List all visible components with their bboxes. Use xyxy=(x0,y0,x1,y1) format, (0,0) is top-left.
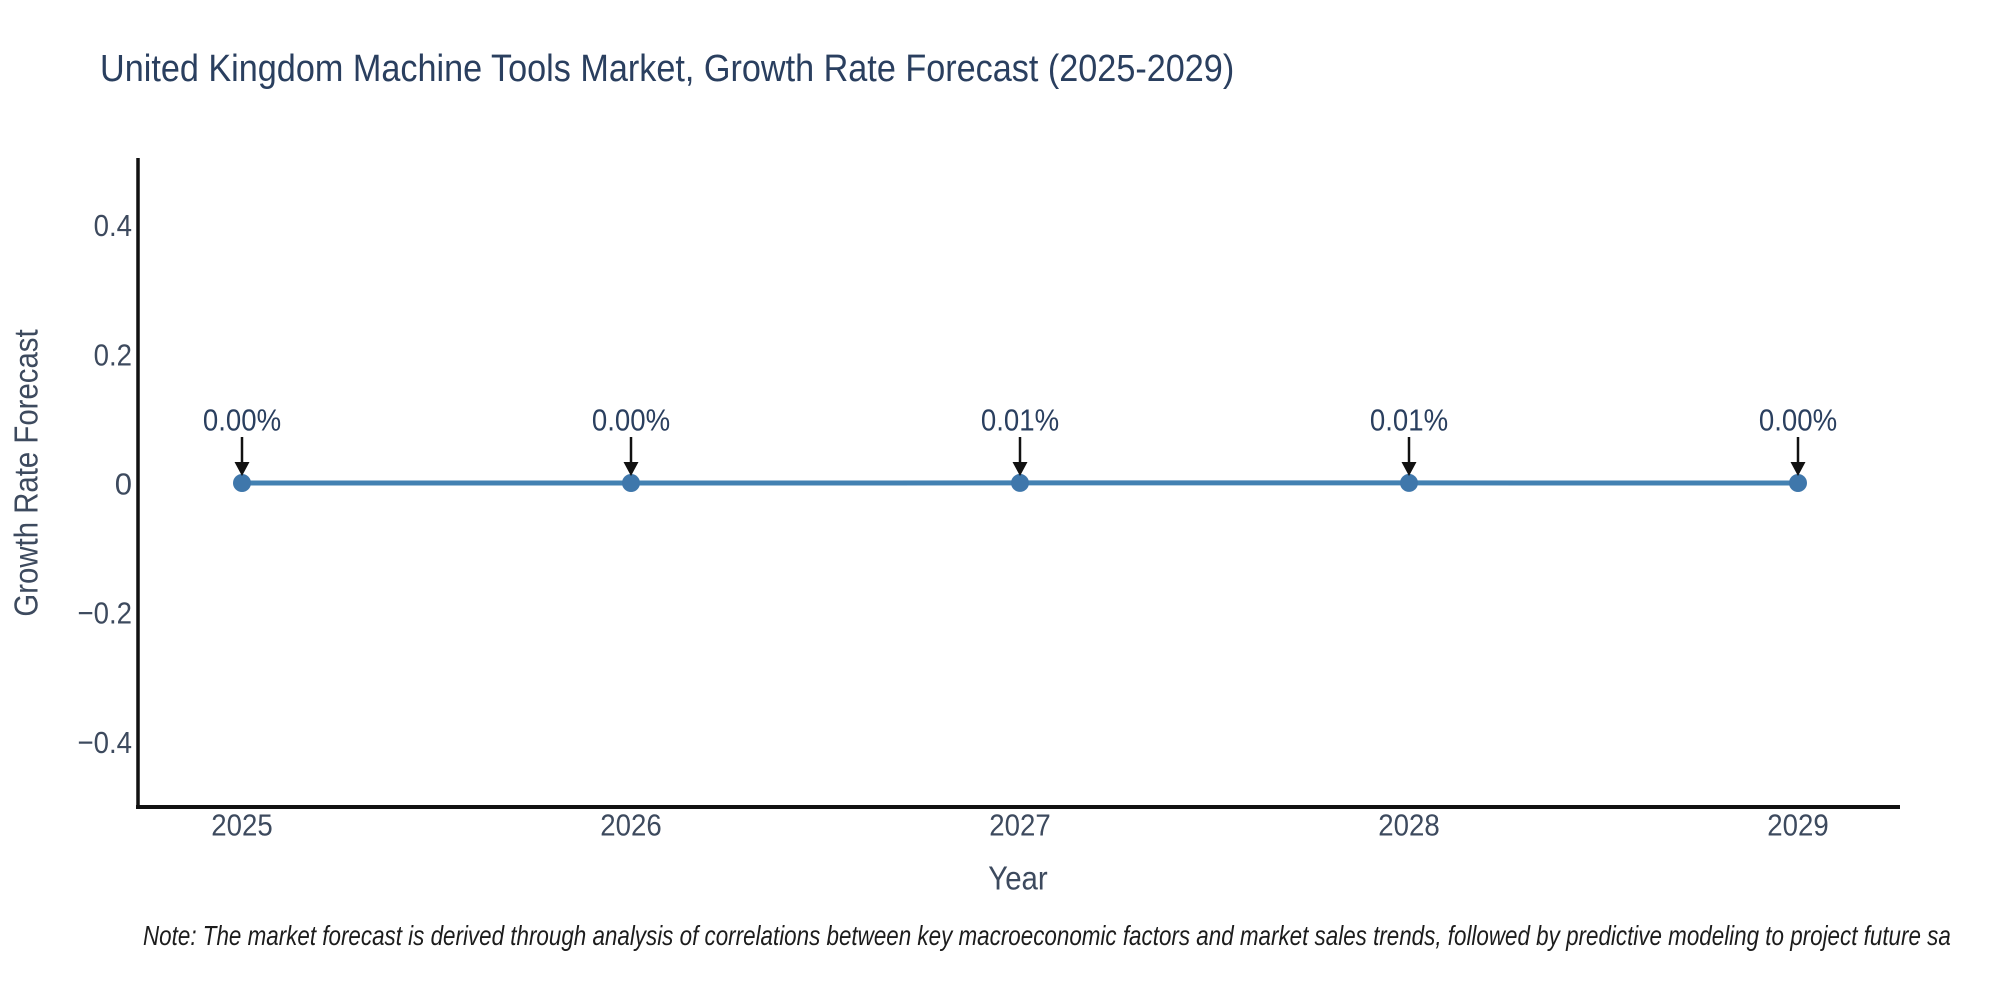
data-point-marker xyxy=(1789,474,1807,492)
x-tick-label: 2026 xyxy=(600,808,661,843)
data-point-marker xyxy=(233,474,251,492)
data-point-marker xyxy=(1011,473,1029,492)
x-tick-label: 2029 xyxy=(1767,808,1828,843)
annotation-arrow-head xyxy=(1790,462,1806,476)
annotation-label: 0.01% xyxy=(1370,403,1448,438)
chart-title: United Kingdom Machine Tools Market, Gro… xyxy=(100,48,1235,90)
x-axis-title: Year xyxy=(988,860,1047,897)
y-axis-title: Growth Rate Forecast xyxy=(8,329,45,616)
y-tick-label: −0.2 xyxy=(78,596,133,631)
y-tick-label: 0.2 xyxy=(94,337,132,372)
y-tick-label: 0 xyxy=(115,467,132,502)
data-point-marker xyxy=(1400,473,1418,492)
annotation-label: 0.00% xyxy=(1759,403,1837,438)
annotation-label: 0.00% xyxy=(592,403,670,438)
annotation-arrow-head xyxy=(1401,462,1417,476)
chart-footnote: Note: The market forecast is derived thr… xyxy=(143,920,1951,951)
x-tick-label: 2025 xyxy=(211,808,272,843)
annotation-label: 0.01% xyxy=(981,403,1059,438)
data-point-marker xyxy=(622,474,640,492)
annotation-arrow-head xyxy=(234,462,250,476)
y-tick-label: 0.4 xyxy=(94,208,132,243)
annotation-label: 0.00% xyxy=(203,403,281,438)
y-tick-label: −0.4 xyxy=(78,725,133,760)
x-tick-label: 2028 xyxy=(1378,808,1439,843)
x-tick-label: 2027 xyxy=(989,808,1050,843)
annotation-arrow-head xyxy=(1012,462,1028,476)
annotation-arrow-head xyxy=(623,462,639,476)
